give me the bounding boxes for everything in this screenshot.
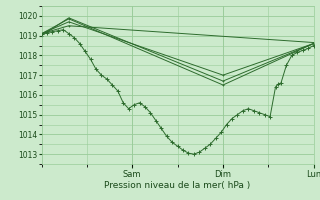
X-axis label: Pression niveau de la mer( hPa ): Pression niveau de la mer( hPa ) [104,181,251,190]
